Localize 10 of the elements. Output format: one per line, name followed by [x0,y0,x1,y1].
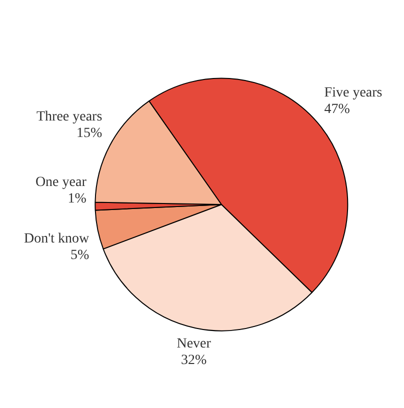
data-label: 5% [70,248,90,264]
slice-label: Three years [36,110,102,125]
slice-label: Five years [324,85,382,100]
slice-label: Don't know [24,232,90,247]
data-label: 47% [324,102,350,117]
data-label: 15% [76,126,102,142]
data-label: 32% [180,353,207,368]
slice-label: One year [35,174,87,190]
data-label: 1% [68,191,87,206]
slice-label: Never [176,336,212,352]
